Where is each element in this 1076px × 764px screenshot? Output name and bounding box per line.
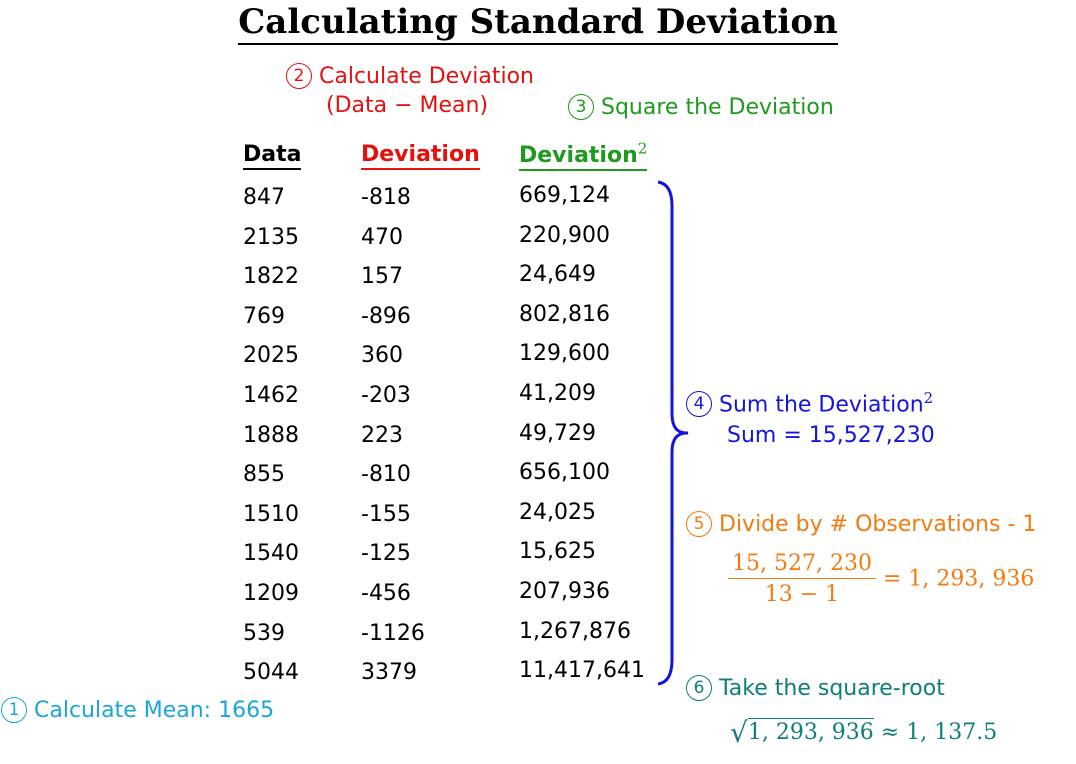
cell-deviation-sq: 41,209 [519, 380, 596, 406]
cell-deviation-sq: 15,625 [519, 539, 596, 565]
step-1-mean: 1 Calculate Mean: 1665 [1, 697, 274, 723]
cell-deviation-sq: 129,600 [519, 341, 610, 367]
step-2-number: 2 [286, 63, 312, 89]
cell-deviation: -203 [361, 382, 411, 408]
cell-deviation-sq: 207,936 [519, 578, 610, 604]
cell-deviation-sq: 11,417,641 [519, 658, 645, 684]
cell-data: 1888 [243, 422, 299, 448]
cell-data: 1510 [243, 501, 299, 527]
sum-brace [657, 180, 689, 686]
step-5-number: 5 [686, 511, 712, 537]
cell-data: 847 [243, 185, 285, 210]
step-3-square-deviation: 3 Square the Deviation [568, 94, 834, 120]
cell-deviation: -818 [361, 185, 411, 210]
radicand: 1, 293, 936 [747, 718, 874, 745]
deviation-squared-column: 669,124 220,900 24,649 802,816 129,600 41,209… [519, 176, 645, 691]
step-1-label: Calculate Mean: 1665 [34, 698, 275, 723]
cell-data: 5044 [243, 660, 299, 686]
fraction-denominator: 13 − 1 [764, 582, 840, 607]
page-title: Calculating Standard Deviation [0, 2, 1076, 45]
radical-icon: √ [730, 716, 748, 749]
cell-data: 539 [243, 620, 285, 646]
step-5-label: Divide by # Observations - 1 [719, 512, 1037, 537]
header-deviation: Deviation [361, 142, 480, 170]
cell-deviation: -125 [361, 541, 411, 567]
sqrt-result: ≈ 1, 137.5 [880, 720, 998, 745]
step-6-number: 6 [686, 675, 712, 701]
step-6-formula: √1, 293, 936 ≈ 1, 137.5 [730, 716, 997, 749]
cell-deviation: -896 [361, 303, 411, 329]
cell-deviation-sq: 220,900 [519, 222, 610, 248]
cell-deviation: -810 [361, 462, 411, 488]
cell-deviation: -155 [361, 501, 411, 527]
cell-data: 2135 [243, 224, 299, 250]
step-4-sum: 4 Sum the Deviation2 Sum = 15,527,230 [686, 383, 935, 451]
cell-deviation-sq: 669,124 [519, 183, 610, 208]
fraction-numerator: 15, 527, 230 [728, 551, 876, 579]
header-deviation-squared: Deviation2 [519, 140, 648, 172]
cell-data: 1540 [243, 541, 299, 567]
step-2-label: Calculate Deviation [319, 64, 534, 89]
data-column: 847 2135 1822 769 2025 1462 1888 855 1510 1540 120… [243, 178, 299, 693]
cell-deviation: 157 [361, 264, 403, 290]
cell-data: 769 [243, 303, 285, 329]
step-4-label: Sum the Deviation [719, 392, 924, 418]
step-2-calculate-deviation: 2 Calculate Deviation (Data − Mean) [286, 62, 534, 120]
header-data: Data [243, 142, 302, 170]
cell-deviation-sq: 24,649 [519, 262, 596, 288]
step-3-label: Square the Deviation [601, 95, 834, 120]
cell-data: 1822 [243, 264, 299, 290]
step-4-number: 4 [686, 391, 712, 418]
step-6-square-root: 6 Take the square-root [686, 675, 945, 701]
cell-data: 1462 [243, 382, 299, 408]
cell-data: 855 [243, 462, 285, 488]
step-3-number: 3 [568, 94, 594, 120]
step-5-fraction: 15, 527, 230 13 − 1 = 1, 293, 936 [728, 551, 1034, 607]
cell-deviation-sq: 24,025 [519, 499, 596, 525]
step-5-divide: 5 Divide by # Observations - 1 [686, 511, 1036, 537]
cell-deviation: 470 [361, 224, 403, 250]
cell-deviation: 223 [361, 422, 403, 448]
cell-data: 2025 [243, 343, 299, 369]
step-6-label: Take the square-root [719, 676, 945, 701]
cell-deviation-sq: 656,100 [519, 460, 610, 486]
cell-deviation: -1126 [361, 620, 425, 646]
cell-deviation-sq: 802,816 [519, 301, 610, 327]
cell-deviation: 360 [361, 343, 403, 369]
cell-deviation-sq: 49,729 [519, 420, 596, 446]
step-4-sum-value: Sum = 15,527,230 [727, 423, 935, 449]
cell-data: 1209 [243, 580, 299, 606]
cell-deviation: 3379 [361, 660, 417, 686]
deviation-column: -818 470 157 -896 360 -203 223 -810 -155 -125 -456… [361, 178, 425, 693]
fraction-result: = 1, 293, 936 [882, 566, 1035, 592]
cell-deviation-sq: 1,267,876 [519, 618, 631, 644]
step-4-superscript: 2 [923, 389, 934, 407]
step-1-number: 1 [1, 697, 27, 723]
cell-deviation: -456 [361, 580, 411, 606]
step-2-formula: (Data − Mean) [326, 93, 489, 118]
